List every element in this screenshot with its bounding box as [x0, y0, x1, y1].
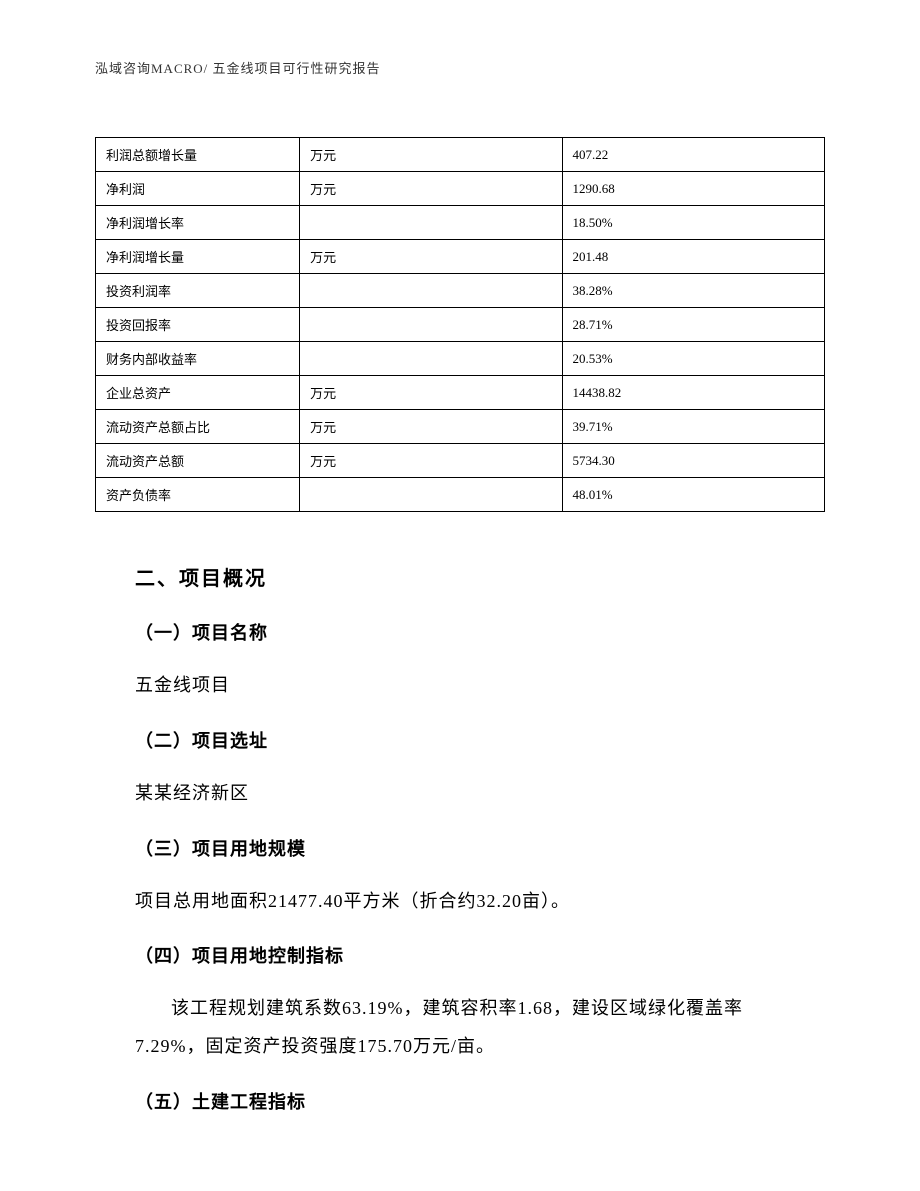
- table-cell-value: 407.22: [562, 138, 824, 172]
- subtitle-land-scale: （三）项目用地规模: [135, 835, 785, 861]
- table-cell-unit: 万元: [300, 138, 562, 172]
- table-cell-label: 净利润: [96, 172, 300, 206]
- table-cell-value: 1290.68: [562, 172, 824, 206]
- table-cell-label: 流动资产总额: [96, 444, 300, 478]
- table-cell-value: 18.50%: [562, 206, 824, 240]
- table-cell-value: 38.28%: [562, 274, 824, 308]
- table-cell-value: 14438.82: [562, 376, 824, 410]
- table-cell-unit: [300, 274, 562, 308]
- financial-data-table: 利润总额增长量万元407.22净利润万元1290.68净利润增长率18.50%净…: [95, 137, 825, 512]
- document-page: 泓域咨询MACRO/ 五金线项目可行性研究报告 利润总额增长量万元407.22净…: [0, 0, 920, 1114]
- table-cell-unit: 万元: [300, 376, 562, 410]
- text-land-control: 该工程规划建筑系数63.19%，建筑容积率1.68，建设区域绿化覆盖率7.29%…: [135, 990, 785, 1066]
- table-cell-unit: 万元: [300, 240, 562, 274]
- table-cell-value: 48.01%: [562, 478, 824, 512]
- text-project-name: 五金线项目: [135, 667, 785, 705]
- table-cell-label: 利润总额增长量: [96, 138, 300, 172]
- table-row: 投资回报率 28.71%: [96, 308, 825, 342]
- table-cell-value: 28.71%: [562, 308, 824, 342]
- text-land-scale: 项目总用地面积21477.40平方米（折合约32.20亩）。: [135, 883, 785, 921]
- table-cell-unit: [300, 478, 562, 512]
- table-row: 资产负债率 48.01%: [96, 478, 825, 512]
- page-header: 泓域咨询MACRO/ 五金线项目可行性研究报告: [95, 58, 825, 77]
- table-cell-unit: 万元: [300, 172, 562, 206]
- table-cell-value: 5734.30: [562, 444, 824, 478]
- table-cell-unit: 万元: [300, 444, 562, 478]
- table-row: 投资利润率 38.28%: [96, 274, 825, 308]
- table-cell-label: 投资回报率: [96, 308, 300, 342]
- table-row: 企业总资产万元14438.82: [96, 376, 825, 410]
- table-cell-label: 投资利润率: [96, 274, 300, 308]
- subtitle-project-name: （一）项目名称: [135, 619, 785, 645]
- table-cell-label: 流动资产总额占比: [96, 410, 300, 444]
- subtitle-land-control: （四）项目用地控制指标: [135, 942, 785, 968]
- table-cell-unit: [300, 342, 562, 376]
- table-row: 净利润增长率 18.50%: [96, 206, 825, 240]
- table-cell-value: 20.53%: [562, 342, 824, 376]
- table-row: 流动资产总额占比万元39.71%: [96, 410, 825, 444]
- text-location: 某某经济新区: [135, 775, 785, 813]
- table-cell-value: 201.48: [562, 240, 824, 274]
- table-row: 利润总额增长量万元407.22: [96, 138, 825, 172]
- table-row: 财务内部收益率 20.53%: [96, 342, 825, 376]
- table-row: 净利润万元1290.68: [96, 172, 825, 206]
- subtitle-location: （二）项目选址: [135, 727, 785, 753]
- section-title-overview: 二、项目概况: [135, 562, 785, 591]
- table-cell-label: 财务内部收益率: [96, 342, 300, 376]
- table-cell-unit: [300, 206, 562, 240]
- content-section: 二、项目概况 （一）项目名称 五金线项目 （二）项目选址 某某经济新区 （三）项…: [95, 562, 825, 1114]
- table-row: 净利润增长量万元201.48: [96, 240, 825, 274]
- table-cell-label: 企业总资产: [96, 376, 300, 410]
- table-cell-unit: 万元: [300, 410, 562, 444]
- table-cell-value: 39.71%: [562, 410, 824, 444]
- table-row: 流动资产总额万元5734.30: [96, 444, 825, 478]
- subtitle-construction: （五）土建工程指标: [135, 1088, 785, 1114]
- table-cell-label: 净利润增长量: [96, 240, 300, 274]
- table-cell-label: 净利润增长率: [96, 206, 300, 240]
- table-cell-unit: [300, 308, 562, 342]
- table-cell-label: 资产负债率: [96, 478, 300, 512]
